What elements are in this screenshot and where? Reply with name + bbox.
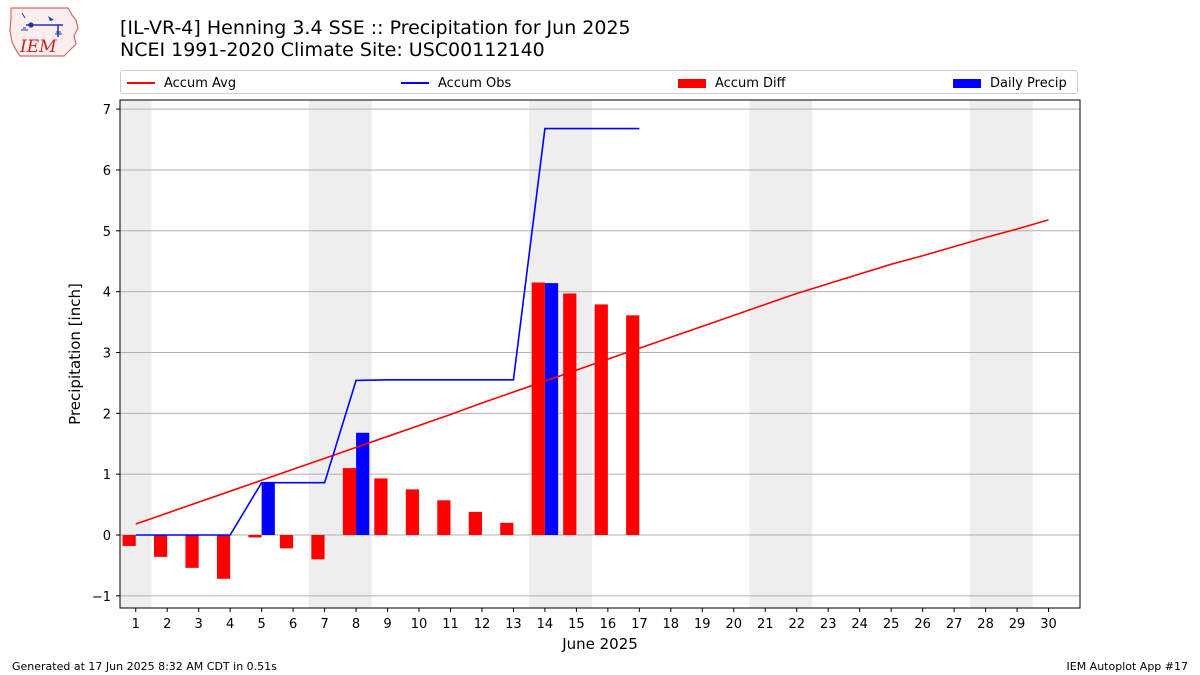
x-tick-label: 28 <box>977 617 994 632</box>
y-tick-label: 6 <box>103 164 111 179</box>
y-tick-label: 4 <box>103 286 111 301</box>
x-tick-label: 9 <box>383 617 391 632</box>
accum-diff-bar <box>405 489 420 535</box>
legend: Accum Avg Accum Obs Accum Diff Daily Pre… <box>120 70 1078 94</box>
x-tick-label: 24 <box>851 617 868 632</box>
x-tick-label: 11 <box>442 617 459 632</box>
accum-diff-bar <box>185 534 199 568</box>
legend-swatch-accum-avg <box>127 82 155 84</box>
x-tick-label: 30 <box>1040 617 1057 632</box>
x-tick-label: 2 <box>163 617 171 632</box>
x-tick-label: 3 <box>195 617 203 632</box>
accum-diff-bar <box>279 534 294 549</box>
chart-subtitle: NCEI 1991-2020 Climate Site: USC00112140 <box>120 39 545 61</box>
x-tick-label: 8 <box>352 617 360 632</box>
x-tick-label: 6 <box>289 617 297 632</box>
weekend-band <box>749 100 813 608</box>
x-tick-label: 5 <box>257 617 265 632</box>
weekend-band <box>969 100 1033 608</box>
accum-diff-bar <box>342 468 357 535</box>
y-tick-label: 1 <box>103 468 111 483</box>
x-tick-label: 10 <box>411 617 428 632</box>
accum-diff-bar <box>122 534 136 546</box>
legend-item-accum-obs: Accum Obs <box>401 71 511 95</box>
legend-label-accum-obs: Accum Obs <box>438 75 512 91</box>
x-tick-label: 17 <box>631 617 648 632</box>
x-tick-label: 27 <box>946 617 963 632</box>
accum-diff-bar <box>468 511 482 535</box>
x-tick-label: 7 <box>320 617 328 632</box>
legend-item-accum-avg: Accum Avg <box>127 71 236 95</box>
y-tick-label: 3 <box>103 346 111 361</box>
accum-diff-bar <box>563 293 577 535</box>
logo-text: IEM <box>19 37 57 57</box>
x-tick-label: 20 <box>725 617 742 632</box>
accum-avg-line <box>135 219 1049 525</box>
legend-label-accum-avg: Accum Avg <box>164 75 237 91</box>
legend-swatch-accum-obs <box>401 82 429 84</box>
accum-diff-bar <box>153 534 168 557</box>
x-tick-label: 21 <box>757 617 774 632</box>
daily-precip-bar <box>261 482 275 535</box>
x-tick-label: 12 <box>474 617 491 632</box>
chart-title: [IL-VR-4] Henning 3.4 SSE :: Precipitati… <box>120 17 631 39</box>
legend-item-accum-diff: Accum Diff <box>678 71 786 95</box>
x-tick-label: 18 <box>663 617 680 632</box>
y-tick-label: −1 <box>92 590 111 605</box>
accum-obs-line <box>135 127 640 536</box>
accum-diff-bar <box>500 522 514 535</box>
x-tick-label: 25 <box>883 617 900 632</box>
x-tick-label: 1 <box>132 617 140 632</box>
iem-logo: IEM <box>8 6 80 60</box>
accum-diff-bar <box>216 534 231 579</box>
x-tick-label: 19 <box>694 617 711 632</box>
legend-label-daily-precip: Daily Precip <box>990 75 1067 91</box>
accum-diff-bar <box>437 500 451 535</box>
x-tick-label: 16 <box>600 617 617 632</box>
y-tick-label: 5 <box>103 225 111 240</box>
legend-item-daily-precip: Daily Precip <box>953 71 1067 95</box>
accum-diff-bar <box>626 315 640 535</box>
x-tick-label: 15 <box>568 617 585 632</box>
daily-precip-bar <box>544 283 559 535</box>
accum-diff-bar <box>594 304 608 535</box>
plot-frame <box>119 99 1081 609</box>
x-tick-label: 29 <box>1009 617 1026 632</box>
x-tick-label: 26 <box>914 617 931 632</box>
y-axis-label: Precipitation [inch] <box>66 283 84 425</box>
x-tick-label: 22 <box>788 617 805 632</box>
legend-swatch-accum-diff <box>678 78 706 88</box>
accum-diff-bar <box>374 478 388 535</box>
daily-precip-bar <box>356 432 370 535</box>
x-tick-label: 23 <box>820 617 837 632</box>
legend-swatch-daily-precip <box>953 78 981 88</box>
y-tick-label: 7 <box>103 103 111 118</box>
y-tick-label: 2 <box>103 407 111 422</box>
weekend-band <box>120 100 152 608</box>
accum-diff-bar <box>531 282 545 535</box>
x-axis-label: June 2025 <box>561 635 638 653</box>
x-tick-label: 14 <box>537 617 554 632</box>
x-tick-label: 13 <box>505 617 522 632</box>
generated-note: Generated at 17 Jun 2025 8:32 AM CDT in … <box>12 660 277 673</box>
x-tick-label: 4 <box>226 617 234 632</box>
accum-diff-bar <box>311 534 325 560</box>
accum-diff-bar <box>248 534 262 538</box>
legend-label-accum-diff: Accum Diff <box>715 75 786 91</box>
app-credit: IEM Autoplot App #17 <box>1066 660 1189 673</box>
y-tick-label: 0 <box>103 529 111 544</box>
